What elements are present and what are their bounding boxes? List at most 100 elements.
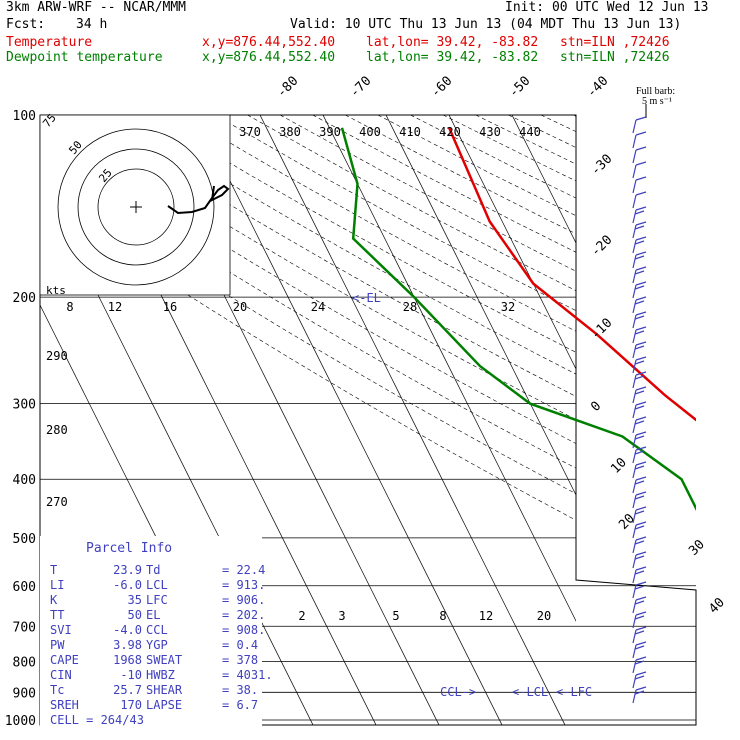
wind-barb: [632, 254, 637, 269]
pressure-label: 100: [13, 109, 36, 124]
side-theta-label: 290: [46, 349, 68, 363]
theta-label: 400: [359, 125, 381, 139]
wind-barb-flag: [635, 476, 647, 481]
wind-barb-flag: [634, 405, 645, 410]
wind-barb: [632, 389, 637, 404]
pressure-label: 400: [13, 473, 36, 488]
wind-barb: [632, 584, 637, 599]
parcel-value: = 913.: [222, 578, 265, 592]
parcel-key: YGP: [146, 638, 168, 652]
wind-barb-flag: [634, 345, 645, 350]
parcel-key: K: [50, 593, 58, 607]
dry-adiabat: [116, 115, 576, 375]
dewpoint-stn: stn=ILN ,72426: [560, 50, 670, 65]
barb-legend-title: Full barb:: [636, 86, 675, 97]
wind-barb-flag: [635, 341, 647, 346]
pressure-label: 300: [13, 398, 36, 413]
wind-barb-flag: [635, 551, 647, 556]
wind-barb-flag: [634, 465, 645, 470]
parcel-value: = 202.: [222, 608, 265, 622]
wind-barb-flag: [634, 330, 645, 335]
lfc-marker: <-LFC: [556, 685, 592, 699]
wind-barb-flag: [635, 641, 647, 646]
parcel-value: 170: [120, 698, 142, 712]
wind-barb: [632, 629, 637, 644]
wind-barb-flag: [635, 176, 647, 181]
wind-barb: [632, 194, 637, 209]
wind-barb: [632, 419, 637, 434]
dry-adiabat: [475, 115, 576, 165]
dry-adiabat: [345, 115, 576, 235]
parcel-value: -6.0: [113, 578, 142, 592]
parcel-value: = 22.4: [222, 563, 265, 577]
wind-barb: [632, 374, 637, 389]
temperature-tick: -40: [584, 74, 611, 101]
wind-barb: [632, 539, 637, 554]
wind-barb-flag: [634, 690, 645, 695]
wind-barb-flag: [635, 686, 647, 691]
temperature-latlon: lat,lon= 39.42, -83.82: [366, 35, 539, 50]
temperature-stn: stn=ILN ,72426: [560, 35, 670, 50]
wind-barb: [632, 284, 637, 299]
wind-barb-flag: [635, 596, 647, 601]
wind-barb-flag: [635, 491, 647, 496]
temperature-legend: Temperature: [6, 35, 93, 50]
dewpoint-xy: x,y=876.44,552.40: [202, 50, 336, 65]
dry-adiabat: [182, 115, 576, 332]
isotherm-line: [638, 115, 740, 733]
hodo-ring: [77, 148, 195, 266]
wind-barb: [632, 569, 637, 584]
dry-adiabat: [40, 150, 576, 469]
wind-barb-flag: [635, 446, 647, 451]
temperature-tick: 0: [588, 399, 604, 415]
wind-barb-flag: [635, 356, 647, 361]
wind-barb-flag: [634, 285, 645, 290]
speed-ring-label: 8: [66, 300, 73, 314]
wind-barb: [632, 449, 637, 464]
wind-barb-flag: [635, 161, 647, 166]
wind-barb: [632, 149, 637, 164]
wind-barb-flag: [634, 315, 645, 320]
parcel-key: LFC: [146, 593, 168, 607]
parcel-value: = 906.: [222, 593, 265, 607]
parcel-value: 50: [128, 608, 142, 622]
side-theta-label: 270: [46, 495, 68, 509]
wind-barb-flag: [635, 671, 647, 676]
wind-barb: [632, 599, 637, 614]
theta-label: 420: [439, 125, 461, 139]
dry-adiabat: [639, 115, 740, 733]
wind-barb-flag: [635, 611, 647, 616]
wind-barb-flag: [635, 461, 647, 466]
isotherm-line: [385, 115, 576, 496]
wind-barb: [632, 479, 637, 494]
wind-barb-flag: [635, 626, 647, 631]
wind-barb-flag: [634, 630, 645, 635]
parcel-value: = 6.7: [222, 698, 258, 712]
wind-barb-flag: [635, 326, 647, 331]
wind-barb-flag: [634, 645, 645, 650]
parcel-value: 23.9: [113, 563, 142, 577]
parcel-key: HWBZ: [146, 668, 175, 682]
wind-barb-flag: [634, 600, 645, 605]
wind-barb-flag: [635, 506, 647, 511]
wind-barb: [632, 659, 637, 674]
dry-adiabat: [279, 115, 576, 272]
fcst-label: Fcst:: [6, 17, 46, 32]
temperature-tick: -10: [588, 316, 615, 343]
parcel-value: -10: [120, 668, 142, 682]
wind-barb: [632, 224, 637, 239]
temperature-tick: 30: [686, 537, 708, 559]
parcel-panel: [40, 536, 262, 726]
wind-barb: [632, 554, 637, 569]
theta-label: 430: [479, 125, 501, 139]
speed-ring-label: 24: [311, 300, 325, 314]
wind-barb-flag: [635, 191, 647, 196]
parcel-value: -4.0: [113, 623, 142, 637]
parcel-value: = 38.: [222, 683, 258, 697]
parcel-key: SREH: [50, 698, 79, 712]
pressure-label: 900: [13, 686, 36, 701]
wind-barb-flag: [635, 521, 647, 526]
wind-barb: [632, 299, 637, 314]
